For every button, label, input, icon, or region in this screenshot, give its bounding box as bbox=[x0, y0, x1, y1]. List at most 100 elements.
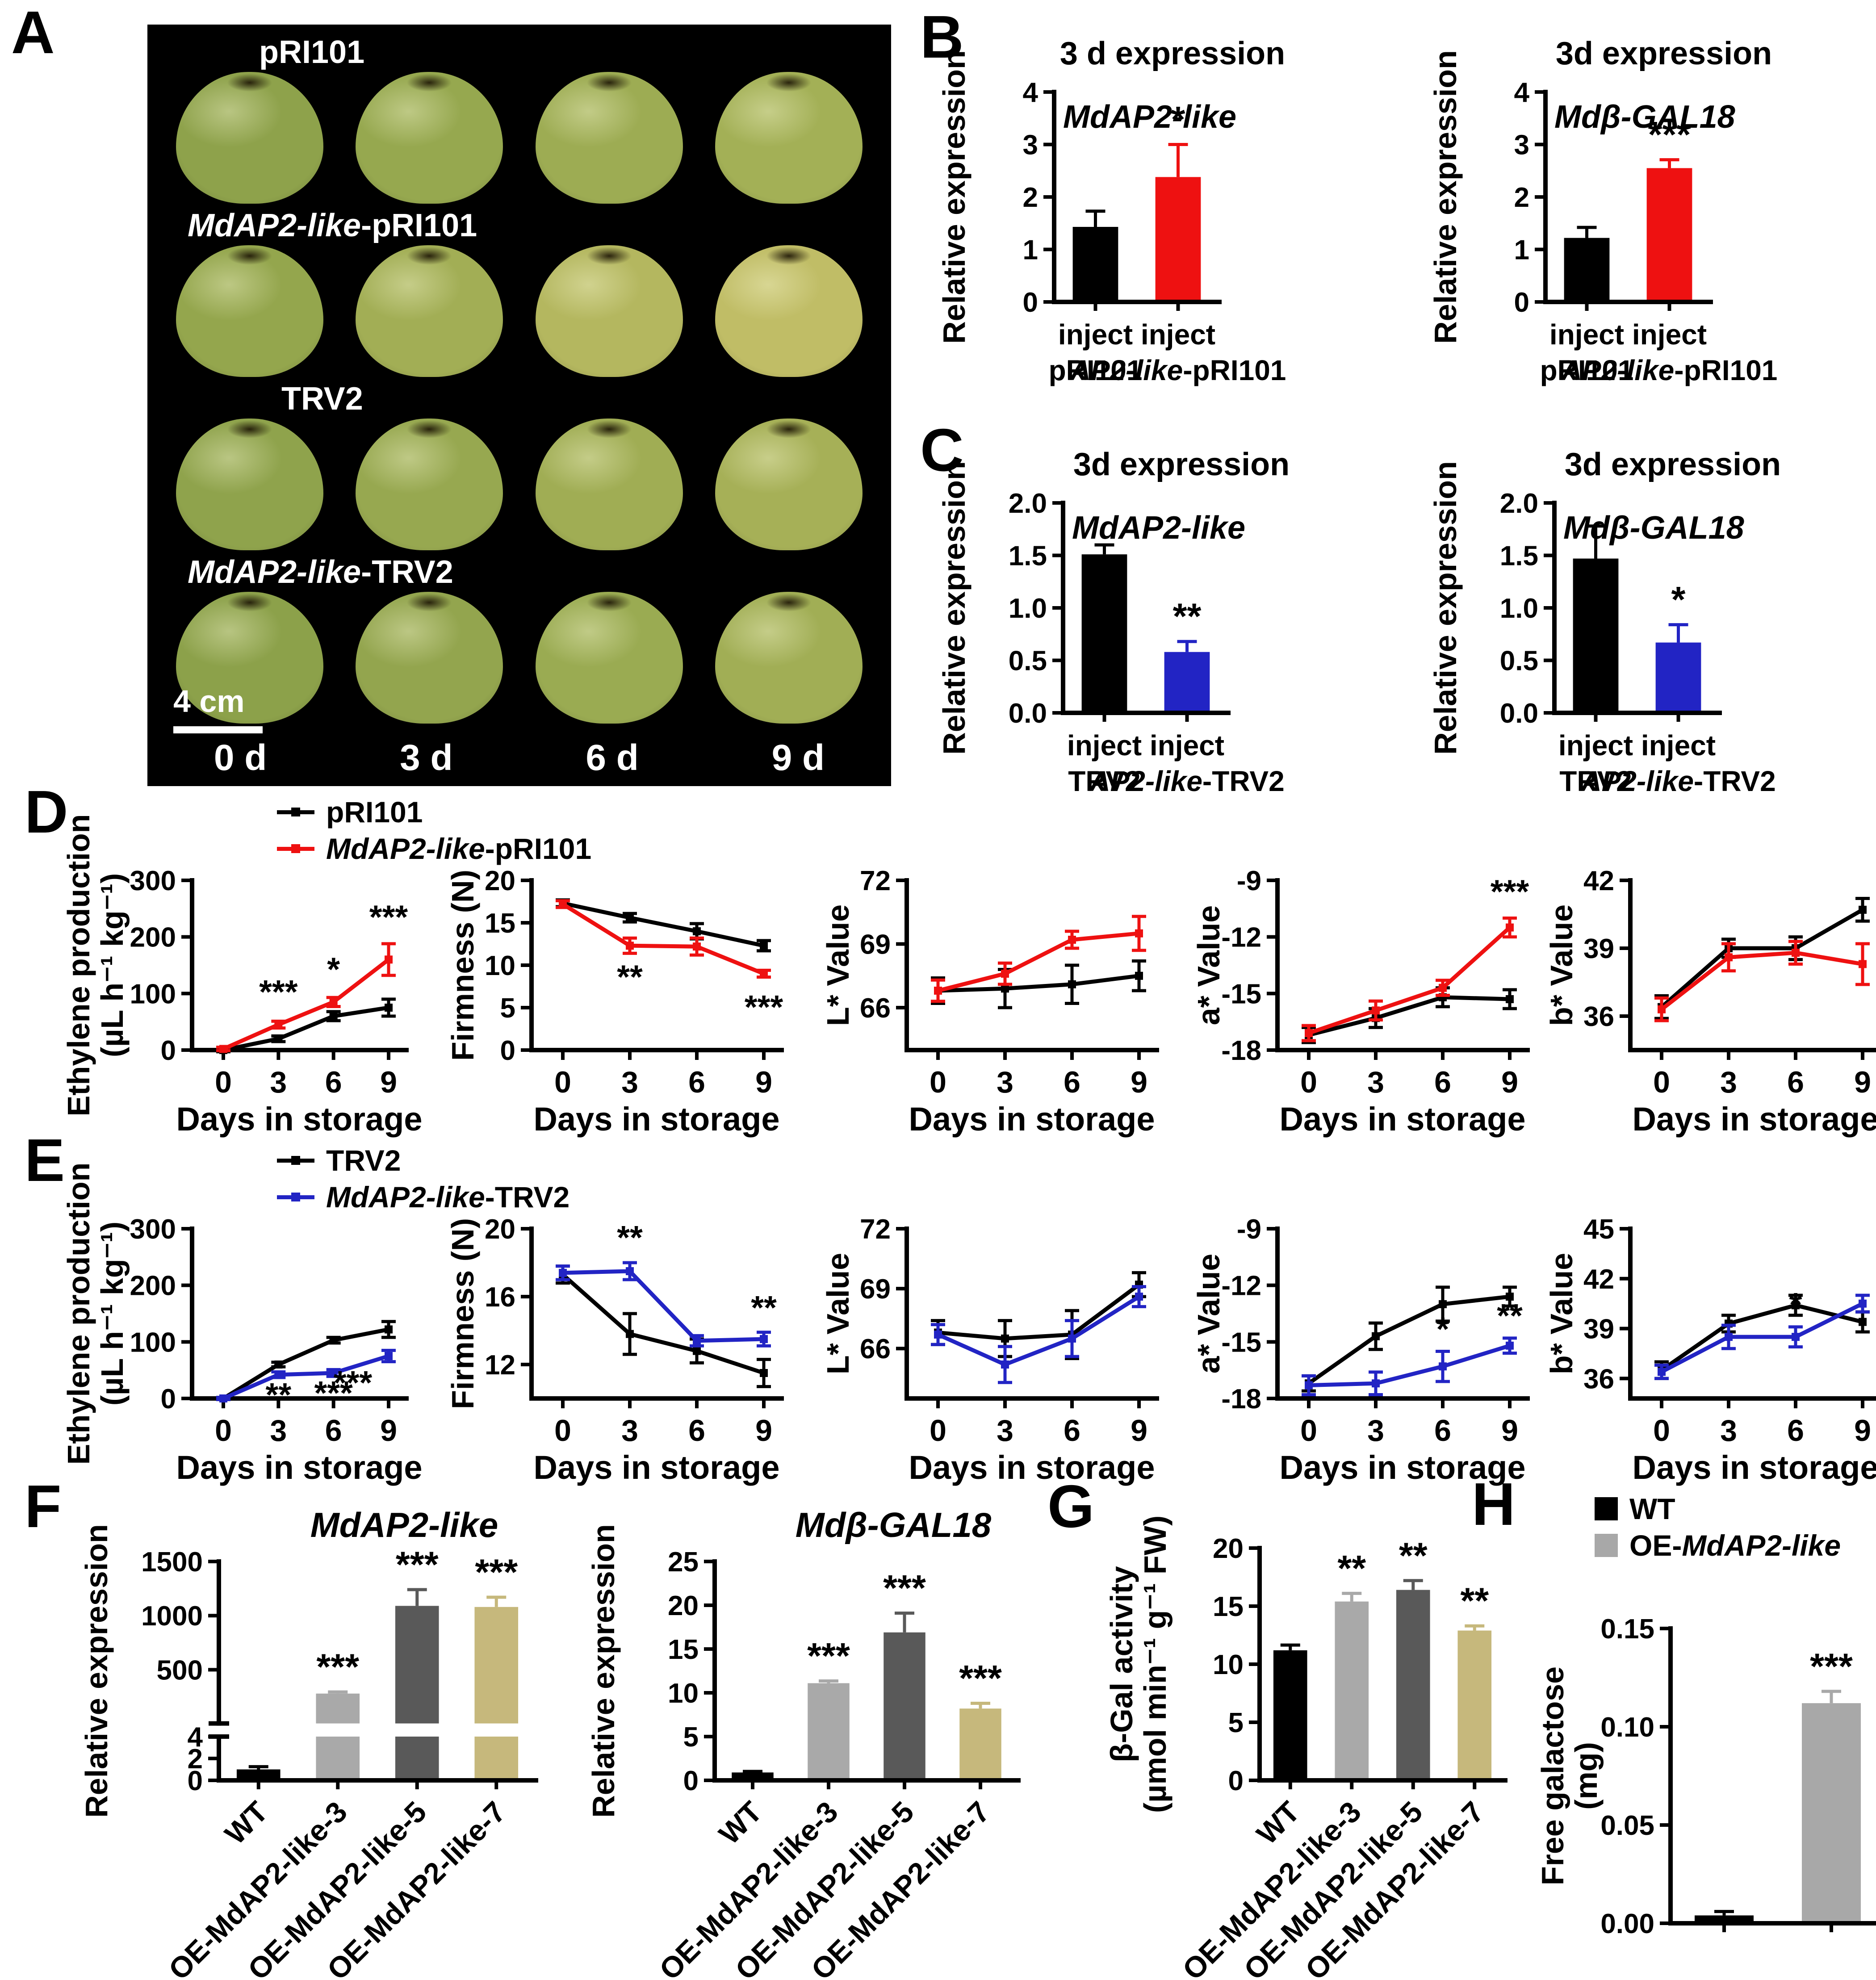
significance-stars: ** bbox=[751, 1289, 777, 1326]
bar bbox=[1155, 177, 1201, 302]
chart-svg: 0 100 200 300 Ethylene production(µL h⁻¹ kg⁻… bbox=[61, 814, 423, 1138]
chart-title: 3 d expression bbox=[1060, 36, 1285, 71]
label-part: TRV2 bbox=[326, 1144, 401, 1177]
y-axis-title: (µL h⁻¹ kg⁻¹) bbox=[95, 1222, 130, 1406]
line-series bbox=[931, 915, 1146, 1003]
apple-photo bbox=[356, 419, 503, 550]
significance-stars: * bbox=[1789, 1286, 1802, 1323]
significance-stars: ** bbox=[1399, 1536, 1428, 1576]
panel-letter-d: D bbox=[25, 778, 68, 846]
legend-item: MdAP2-like-pRI101 bbox=[277, 834, 591, 863]
label-part: pRI101 bbox=[326, 795, 423, 829]
x-tick-label: 0 bbox=[1300, 1414, 1317, 1448]
apple-row-label: MdAP2-like -pRI101 bbox=[147, 206, 891, 245]
y-tick-label: 0 bbox=[500, 1035, 515, 1066]
bar bbox=[474, 1607, 519, 1780]
category-label-line2: AP2-like-pRI101 bbox=[1561, 354, 1778, 386]
apple-strip bbox=[147, 419, 891, 550]
gene-label: Mdβ-GAL18 bbox=[1554, 99, 1735, 135]
x-tick-label: 9 bbox=[1501, 1414, 1518, 1448]
y-tick-label: 0.5 bbox=[1009, 646, 1047, 677]
y-tick-label: 42 bbox=[1583, 866, 1614, 896]
time-label: 6 d bbox=[586, 737, 639, 778]
label-part: TRV2 bbox=[281, 381, 363, 417]
x-tick-label: 3 bbox=[1720, 1065, 1737, 1099]
y-tick-label: -18 bbox=[1221, 1384, 1261, 1415]
y-tick-label: 72 bbox=[860, 866, 891, 896]
chart-e-lvalue: 66 69 72 L* Value 0 3 6 9 Days in storage bbox=[817, 1206, 1170, 1486]
chart-title: 3d expression bbox=[1565, 447, 1781, 482]
y-tick-label: 0 bbox=[683, 1766, 699, 1796]
y-tick-label: 1500 bbox=[141, 1547, 203, 1578]
y-tick-label: 45 bbox=[1583, 1214, 1614, 1245]
y-axis-title: a* Value bbox=[1191, 1254, 1226, 1374]
y-tick-label: 3 bbox=[1023, 130, 1038, 161]
y-tick-label: 0.5 bbox=[1500, 646, 1538, 677]
legend-label: MdAP2-like-pRI101 bbox=[326, 834, 591, 863]
bar bbox=[1573, 558, 1619, 713]
legend-swatch bbox=[277, 844, 314, 853]
x-tick-label: 0 bbox=[1653, 1065, 1670, 1099]
legend-swatch bbox=[277, 1192, 314, 1201]
y-tick-label: 10 bbox=[485, 950, 515, 981]
y-axis-title: L* Value bbox=[821, 1253, 855, 1374]
significance-stars: * bbox=[1171, 100, 1185, 140]
x-tick-label: 0 bbox=[215, 1414, 232, 1448]
bar bbox=[1335, 1601, 1369, 1780]
legend-swatch bbox=[1595, 1497, 1618, 1520]
apple-strip bbox=[147, 592, 891, 724]
significance-stars: *** bbox=[883, 1568, 926, 1609]
line-series bbox=[556, 898, 771, 953]
x-tick-label: 6 bbox=[1434, 1414, 1451, 1448]
y-axis-title: Ethylene production bbox=[61, 814, 96, 1117]
label-part: OE- bbox=[1629, 1529, 1682, 1562]
label-part: MdAP2-like bbox=[326, 832, 485, 865]
significance-stars: *** bbox=[369, 898, 408, 935]
y-tick-label: 5 bbox=[500, 993, 515, 1024]
chart-svg: 0 100 200 300 Ethylene production(µL h⁻¹ kg⁻… bbox=[61, 1163, 423, 1486]
gene-label: MdAP2-like bbox=[1063, 99, 1236, 135]
y-tick-label: 200 bbox=[130, 922, 176, 953]
x-tick-label: 9 bbox=[380, 1414, 397, 1448]
category-label-line1: inject bbox=[1141, 318, 1215, 351]
x-axis-title: Days in storage bbox=[1279, 1101, 1525, 1138]
chart-g-bgal-activity: ** ** ** 0 5 10 15 20 β-Gal activity (µmol min⁻¹ … bbox=[1104, 1494, 1519, 1980]
y-axis-title: Firmness (N) bbox=[445, 870, 480, 1061]
time-label: 3 d bbox=[400, 737, 453, 778]
y-axis-title: Relative expression bbox=[586, 1524, 621, 1818]
panel-letter-f: F bbox=[25, 1473, 62, 1540]
panel-letter-b: B bbox=[920, 3, 964, 71]
line-series bbox=[216, 1348, 396, 1402]
y-tick-label: 100 bbox=[130, 1327, 176, 1358]
line-series bbox=[1302, 1336, 1517, 1397]
y-tick-label: -15 bbox=[1221, 979, 1261, 1009]
legend-panel-d: pRI101 MdAP2-like-pRI101 bbox=[277, 797, 591, 863]
y-tick-label: 5 bbox=[1228, 1708, 1244, 1738]
bar bbox=[1564, 238, 1610, 302]
x-tick-label: 0 bbox=[1300, 1065, 1317, 1099]
x-tick-label: 0 bbox=[930, 1414, 946, 1448]
apple-photo bbox=[715, 419, 863, 550]
apple-photo bbox=[176, 72, 324, 204]
y-tick-label: 100 bbox=[130, 979, 176, 1009]
chart-c-mdbgal18: * 0.0 0.5 1.0 1.5 2.0 Relative expression 3d ex… bbox=[1425, 436, 1876, 829]
x-tick-label: 3 bbox=[997, 1414, 1013, 1448]
y-tick-label: 66 bbox=[860, 993, 891, 1024]
significance-stars: *** bbox=[745, 988, 783, 1026]
bar bbox=[316, 1693, 360, 1780]
y-tick-label: 69 bbox=[860, 929, 891, 960]
bar bbox=[1396, 1590, 1430, 1780]
bar bbox=[808, 1683, 850, 1780]
apple-photo bbox=[356, 592, 503, 724]
line-series bbox=[556, 1264, 771, 1388]
gene-label: MdAP2-like bbox=[1072, 510, 1245, 546]
chart-title: 3d expression bbox=[1073, 447, 1290, 482]
bar bbox=[1802, 1703, 1861, 1923]
legend-item: WT bbox=[1595, 1494, 1841, 1524]
x-tick-label: 0 bbox=[930, 1065, 946, 1099]
significance-stars: * bbox=[327, 950, 340, 988]
y-tick-label: 0.0 bbox=[1500, 698, 1538, 729]
y-axis-title: Ethylene production bbox=[61, 1163, 96, 1465]
